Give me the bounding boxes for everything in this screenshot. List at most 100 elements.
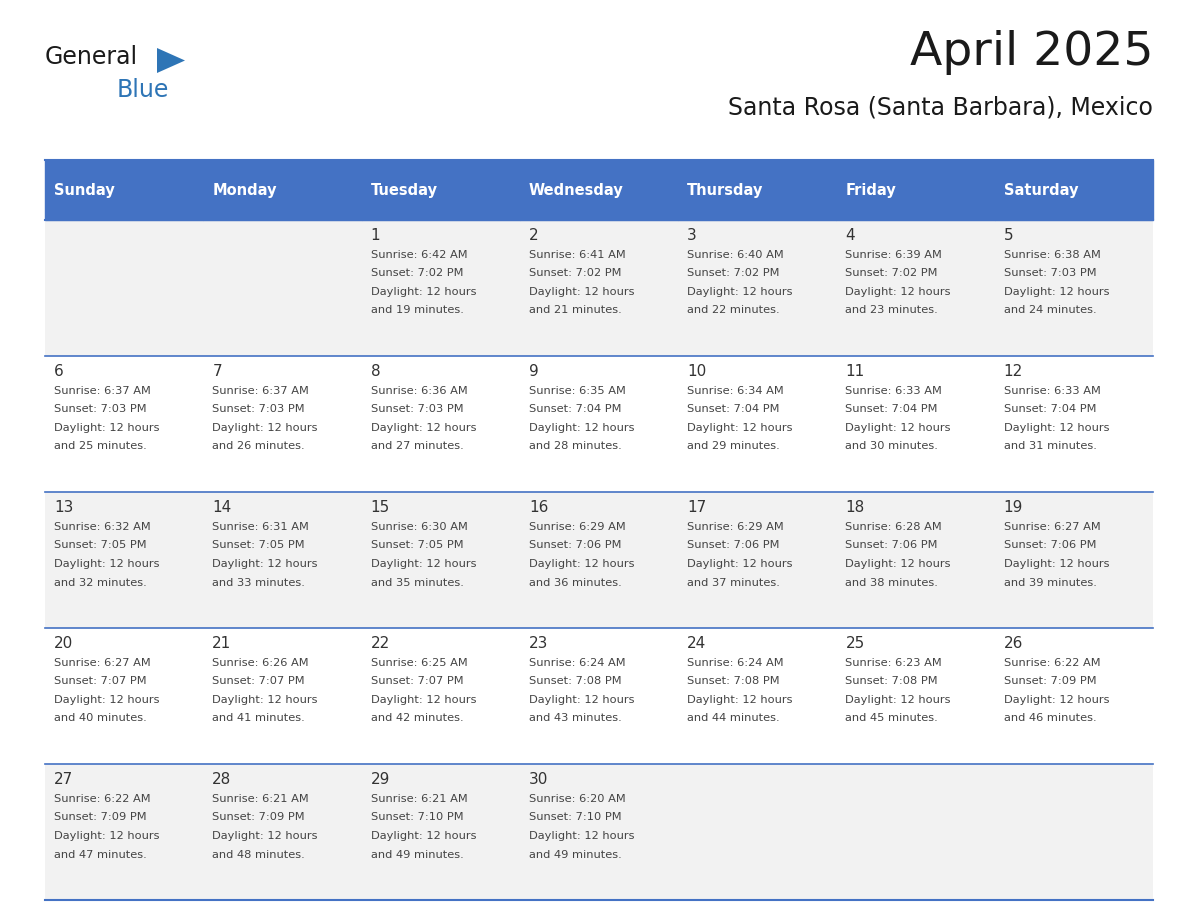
FancyBboxPatch shape xyxy=(361,160,520,220)
Text: Monday: Monday xyxy=(213,183,277,197)
Text: 25: 25 xyxy=(846,636,865,651)
Text: Sunset: 7:04 PM: Sunset: 7:04 PM xyxy=(846,405,939,415)
Text: Daylight: 12 hours: Daylight: 12 hours xyxy=(846,423,950,433)
Text: Sunrise: 6:40 AM: Sunrise: 6:40 AM xyxy=(687,250,784,260)
Text: General: General xyxy=(45,45,138,69)
Text: Thursday: Thursday xyxy=(687,183,764,197)
Text: and 40 minutes.: and 40 minutes. xyxy=(53,713,147,723)
Text: and 37 minutes.: and 37 minutes. xyxy=(687,577,781,588)
Text: Sunrise: 6:31 AM: Sunrise: 6:31 AM xyxy=(213,522,309,532)
Text: Sunrise: 6:21 AM: Sunrise: 6:21 AM xyxy=(213,794,309,804)
Text: 12: 12 xyxy=(1004,364,1023,379)
Text: Sunset: 7:06 PM: Sunset: 7:06 PM xyxy=(529,541,621,551)
Text: Daylight: 12 hours: Daylight: 12 hours xyxy=(687,559,792,569)
Text: Daylight: 12 hours: Daylight: 12 hours xyxy=(529,831,634,841)
Text: and 38 minutes.: and 38 minutes. xyxy=(846,577,939,588)
Text: and 26 minutes.: and 26 minutes. xyxy=(213,442,305,452)
Text: and 25 minutes.: and 25 minutes. xyxy=(53,442,147,452)
Text: and 49 minutes.: and 49 minutes. xyxy=(371,849,463,859)
Text: Sunset: 7:03 PM: Sunset: 7:03 PM xyxy=(53,405,146,415)
Text: Daylight: 12 hours: Daylight: 12 hours xyxy=(846,695,950,705)
Text: Daylight: 12 hours: Daylight: 12 hours xyxy=(371,695,476,705)
Text: Daylight: 12 hours: Daylight: 12 hours xyxy=(846,287,950,297)
Text: Sunset: 7:08 PM: Sunset: 7:08 PM xyxy=(529,677,621,687)
Text: Daylight: 12 hours: Daylight: 12 hours xyxy=(53,423,159,433)
Text: Sunset: 7:03 PM: Sunset: 7:03 PM xyxy=(213,405,305,415)
Text: Sunset: 7:02 PM: Sunset: 7:02 PM xyxy=(687,268,779,278)
FancyBboxPatch shape xyxy=(45,764,1154,900)
Text: Sunrise: 6:28 AM: Sunrise: 6:28 AM xyxy=(846,522,942,532)
Text: 16: 16 xyxy=(529,500,548,515)
Text: Sunrise: 6:30 AM: Sunrise: 6:30 AM xyxy=(371,522,467,532)
Text: and 45 minutes.: and 45 minutes. xyxy=(846,713,939,723)
FancyBboxPatch shape xyxy=(520,160,678,220)
Text: Daylight: 12 hours: Daylight: 12 hours xyxy=(53,559,159,569)
FancyBboxPatch shape xyxy=(45,356,1154,492)
FancyBboxPatch shape xyxy=(45,628,1154,764)
Text: Sunrise: 6:33 AM: Sunrise: 6:33 AM xyxy=(846,386,942,396)
Text: Sunrise: 6:41 AM: Sunrise: 6:41 AM xyxy=(529,250,626,260)
Text: Friday: Friday xyxy=(846,183,896,197)
Text: 3: 3 xyxy=(687,228,697,243)
Text: Sunrise: 6:35 AM: Sunrise: 6:35 AM xyxy=(529,386,626,396)
Text: 11: 11 xyxy=(846,364,865,379)
Text: Daylight: 12 hours: Daylight: 12 hours xyxy=(213,559,317,569)
Text: Sunset: 7:06 PM: Sunset: 7:06 PM xyxy=(1004,541,1097,551)
Text: Sunrise: 6:26 AM: Sunrise: 6:26 AM xyxy=(213,658,309,668)
Text: 10: 10 xyxy=(687,364,707,379)
Text: Sunset: 7:05 PM: Sunset: 7:05 PM xyxy=(371,541,463,551)
FancyBboxPatch shape xyxy=(994,160,1154,220)
FancyBboxPatch shape xyxy=(45,492,1154,628)
Text: and 19 minutes.: and 19 minutes. xyxy=(371,306,463,316)
Text: Daylight: 12 hours: Daylight: 12 hours xyxy=(846,559,950,569)
Text: 13: 13 xyxy=(53,500,74,515)
Text: Santa Rosa (Santa Barbara), Mexico: Santa Rosa (Santa Barbara), Mexico xyxy=(728,95,1154,119)
Text: Tuesday: Tuesday xyxy=(371,183,437,197)
Text: 9: 9 xyxy=(529,364,538,379)
Text: Sunrise: 6:38 AM: Sunrise: 6:38 AM xyxy=(1004,250,1100,260)
Text: Daylight: 12 hours: Daylight: 12 hours xyxy=(1004,559,1110,569)
Text: Sunrise: 6:24 AM: Sunrise: 6:24 AM xyxy=(529,658,626,668)
Text: 29: 29 xyxy=(371,772,390,787)
Text: Sunrise: 6:21 AM: Sunrise: 6:21 AM xyxy=(371,794,467,804)
Text: Sunrise: 6:27 AM: Sunrise: 6:27 AM xyxy=(1004,522,1100,532)
Text: Wednesday: Wednesday xyxy=(529,183,624,197)
Text: Sunset: 7:06 PM: Sunset: 7:06 PM xyxy=(846,541,939,551)
FancyBboxPatch shape xyxy=(678,160,836,220)
Text: Sunset: 7:05 PM: Sunset: 7:05 PM xyxy=(213,541,305,551)
Text: and 31 minutes.: and 31 minutes. xyxy=(1004,442,1097,452)
Text: Sunset: 7:05 PM: Sunset: 7:05 PM xyxy=(53,541,146,551)
Text: and 23 minutes.: and 23 minutes. xyxy=(846,306,939,316)
Text: 8: 8 xyxy=(371,364,380,379)
Text: Daylight: 12 hours: Daylight: 12 hours xyxy=(371,423,476,433)
FancyBboxPatch shape xyxy=(836,160,994,220)
Text: Sunday: Sunday xyxy=(53,183,115,197)
Text: Daylight: 12 hours: Daylight: 12 hours xyxy=(213,831,317,841)
Text: Sunset: 7:06 PM: Sunset: 7:06 PM xyxy=(687,541,779,551)
Text: Sunset: 7:09 PM: Sunset: 7:09 PM xyxy=(53,812,146,823)
Text: and 32 minutes.: and 32 minutes. xyxy=(53,577,147,588)
Text: Daylight: 12 hours: Daylight: 12 hours xyxy=(53,831,159,841)
Text: 28: 28 xyxy=(213,772,232,787)
Text: Sunrise: 6:42 AM: Sunrise: 6:42 AM xyxy=(371,250,467,260)
Text: Daylight: 12 hours: Daylight: 12 hours xyxy=(687,287,792,297)
Text: and 27 minutes.: and 27 minutes. xyxy=(371,442,463,452)
Text: Sunrise: 6:25 AM: Sunrise: 6:25 AM xyxy=(371,658,467,668)
Text: Sunrise: 6:37 AM: Sunrise: 6:37 AM xyxy=(213,386,309,396)
FancyBboxPatch shape xyxy=(45,220,1154,356)
Text: Sunrise: 6:32 AM: Sunrise: 6:32 AM xyxy=(53,522,151,532)
Text: 20: 20 xyxy=(53,636,74,651)
Text: Sunset: 7:10 PM: Sunset: 7:10 PM xyxy=(529,812,621,823)
Text: Sunset: 7:03 PM: Sunset: 7:03 PM xyxy=(1004,268,1097,278)
Text: 30: 30 xyxy=(529,772,548,787)
Text: and 46 minutes.: and 46 minutes. xyxy=(1004,713,1097,723)
Text: 4: 4 xyxy=(846,228,855,243)
Text: Daylight: 12 hours: Daylight: 12 hours xyxy=(529,559,634,569)
Polygon shape xyxy=(157,48,185,73)
Text: Daylight: 12 hours: Daylight: 12 hours xyxy=(1004,287,1110,297)
Text: and 49 minutes.: and 49 minutes. xyxy=(529,849,621,859)
Text: Daylight: 12 hours: Daylight: 12 hours xyxy=(529,423,634,433)
Text: and 28 minutes.: and 28 minutes. xyxy=(529,442,621,452)
Text: 24: 24 xyxy=(687,636,707,651)
Text: Sunset: 7:07 PM: Sunset: 7:07 PM xyxy=(53,677,146,687)
